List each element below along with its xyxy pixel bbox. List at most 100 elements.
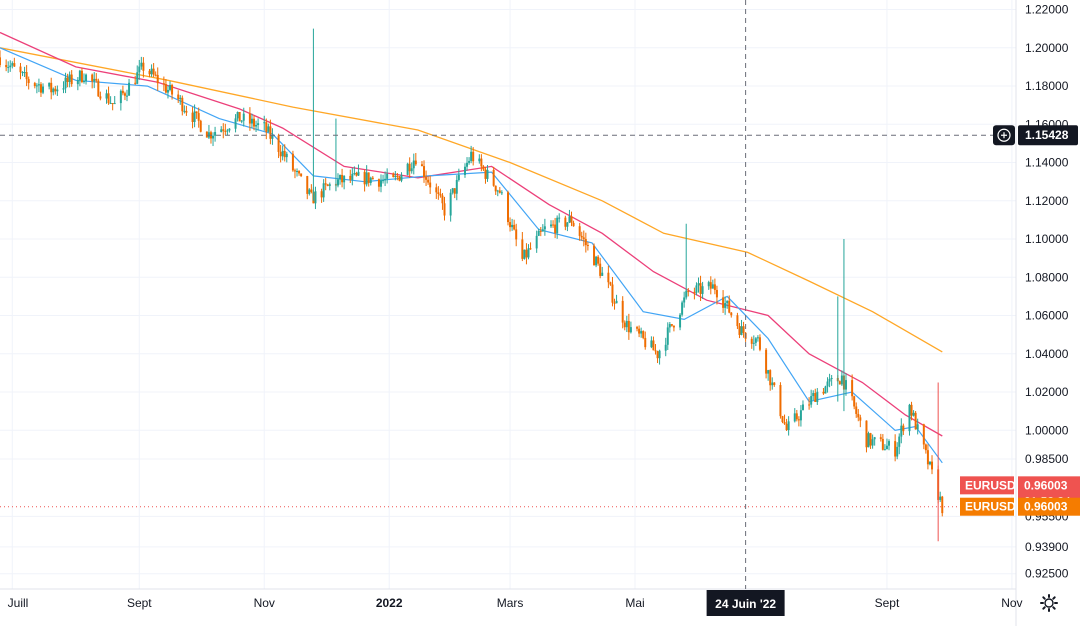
candle-body xyxy=(156,74,159,84)
add-alert-plus-icon[interactable] xyxy=(993,125,1015,146)
candle-body xyxy=(912,412,915,416)
candle-body xyxy=(166,89,169,93)
candle-body xyxy=(11,63,14,66)
candle-body xyxy=(601,272,604,276)
candle-body xyxy=(253,118,255,127)
candle-body xyxy=(644,337,647,348)
candle-body xyxy=(437,192,440,194)
candle-body xyxy=(865,420,868,448)
candle-body xyxy=(554,224,557,234)
candle-body xyxy=(185,110,188,113)
time-tick-label: Mai xyxy=(625,596,644,610)
candle-body xyxy=(799,410,802,421)
candle-body xyxy=(853,396,856,407)
candle-body xyxy=(728,300,731,313)
candle-body xyxy=(191,112,194,123)
candle-body xyxy=(916,424,919,430)
candle-body xyxy=(939,496,942,500)
candle-body xyxy=(812,393,815,397)
bid-price-symbol: EURUSD xyxy=(965,500,1016,514)
candle-body xyxy=(681,302,684,315)
candle-body xyxy=(291,153,294,171)
candle-body xyxy=(136,72,139,84)
candle-body xyxy=(336,179,339,186)
candle-body xyxy=(107,93,110,104)
candle-body xyxy=(54,88,57,92)
candle-body xyxy=(142,62,145,71)
candle-body xyxy=(349,175,352,180)
candle-body xyxy=(672,325,675,328)
candle-body xyxy=(7,67,10,69)
candle-body xyxy=(468,160,471,163)
candle-body xyxy=(709,282,712,289)
candle-body xyxy=(80,70,83,82)
candle-body xyxy=(767,370,770,374)
time-tick-label: Sept xyxy=(127,596,152,610)
candle-body xyxy=(443,203,446,216)
candle-body xyxy=(752,342,755,344)
candle-body xyxy=(414,160,417,165)
candle-body xyxy=(76,80,79,85)
candle-body xyxy=(539,230,542,232)
candle-body xyxy=(134,82,137,84)
candle-body xyxy=(371,177,374,180)
candle-body xyxy=(801,404,804,411)
candle-body xyxy=(656,351,659,359)
candle-body xyxy=(578,226,581,236)
candle-body xyxy=(152,68,155,75)
candle-body xyxy=(257,123,260,126)
candle-body xyxy=(871,439,874,446)
candle-body xyxy=(797,419,800,421)
candle-body xyxy=(308,189,311,194)
candle-body xyxy=(902,425,905,432)
candle-body xyxy=(33,83,36,87)
candle-body xyxy=(888,441,890,446)
candle-body xyxy=(566,222,569,227)
candle-body xyxy=(37,84,40,86)
candle-body xyxy=(550,224,553,227)
candle-body xyxy=(25,72,28,80)
candle-body xyxy=(494,185,497,192)
chart-settings-gear-icon[interactable] xyxy=(1040,594,1058,612)
candle-body xyxy=(95,78,98,81)
candle-body xyxy=(267,126,270,132)
time-tick-label: Mars xyxy=(497,596,524,610)
candle-body xyxy=(128,82,131,96)
candle-body xyxy=(23,72,26,74)
candle-body xyxy=(629,327,632,333)
candle-body xyxy=(126,95,128,97)
price-tick-label: 1.12000 xyxy=(1025,194,1069,208)
candle-body xyxy=(754,338,757,343)
candle-body xyxy=(769,370,772,386)
candle-body xyxy=(50,82,53,93)
candle-body xyxy=(296,171,299,173)
price-tick-label: 1.22000 xyxy=(1025,3,1069,17)
candle-body xyxy=(666,327,669,345)
candle-body xyxy=(730,312,733,316)
candle-body xyxy=(42,86,45,93)
candle-body xyxy=(695,285,698,293)
candle-body xyxy=(922,424,925,445)
candle-body xyxy=(0,57,1,66)
candle-body xyxy=(64,77,67,89)
candle-body xyxy=(687,291,690,293)
time-tick-label: Juill xyxy=(8,596,29,610)
candle-body xyxy=(582,237,585,240)
candle-body xyxy=(300,173,303,177)
candle-body xyxy=(183,110,186,112)
candle-body xyxy=(119,90,122,104)
candle-body xyxy=(814,393,817,403)
candle-body xyxy=(435,187,438,193)
candle-body xyxy=(650,340,653,348)
candle-body xyxy=(27,79,30,84)
candle-body xyxy=(525,249,528,258)
candle-body xyxy=(509,222,512,228)
price-tick-label: 1.08000 xyxy=(1025,270,1069,284)
candle-body xyxy=(857,413,860,418)
candle-body xyxy=(453,188,456,194)
candle-body xyxy=(855,406,858,414)
candle-body xyxy=(293,170,296,172)
candle-body xyxy=(584,239,587,246)
candle-body xyxy=(883,449,886,451)
